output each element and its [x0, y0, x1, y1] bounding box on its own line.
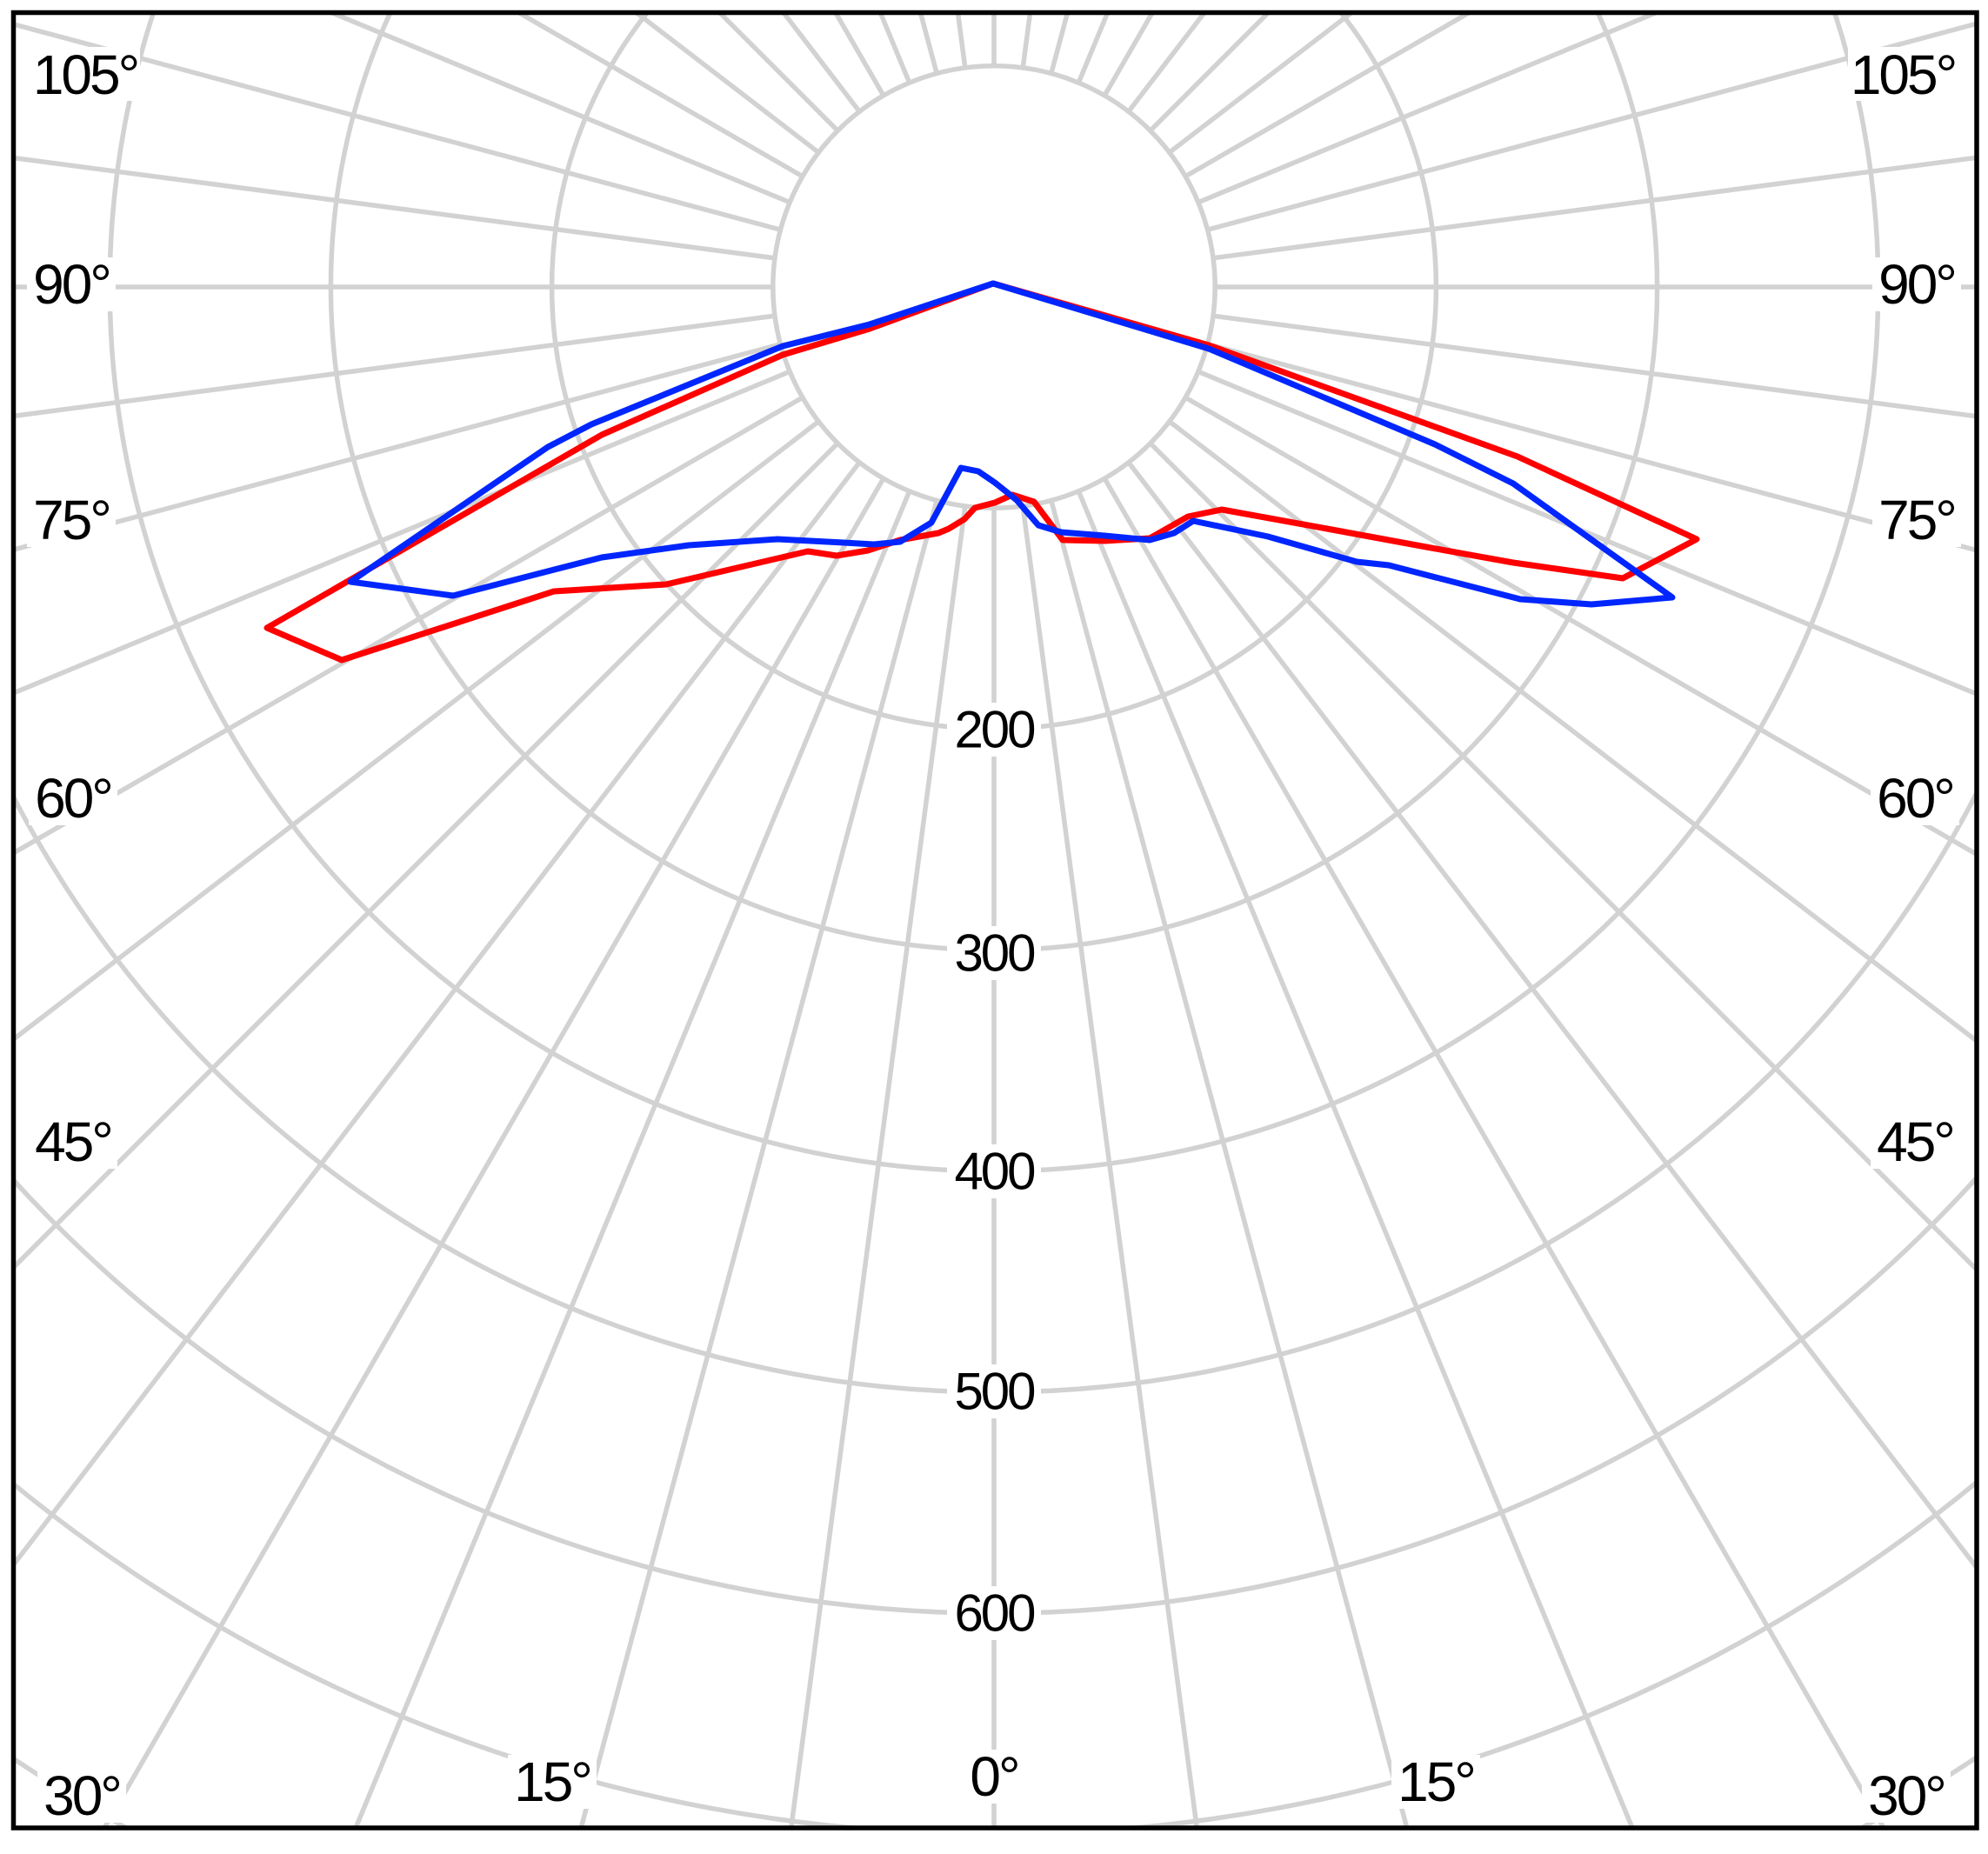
svg-text:600: 600: [954, 1584, 1035, 1643]
svg-text:60°: 60°: [1877, 767, 1953, 830]
svg-text:30°: 30°: [43, 1764, 120, 1827]
svg-text:200: 200: [954, 701, 1035, 759]
svg-text:15°: 15°: [1398, 1751, 1474, 1813]
svg-text:45°: 45°: [35, 1110, 111, 1173]
svg-text:300: 300: [954, 924, 1035, 983]
svg-text:45°: 45°: [1877, 1110, 1953, 1173]
svg-text:75°: 75°: [1878, 489, 1955, 551]
svg-text:0°: 0°: [970, 1745, 1017, 1808]
svg-text:500: 500: [954, 1363, 1035, 1421]
svg-text:90°: 90°: [1878, 253, 1955, 316]
svg-text:60°: 60°: [35, 767, 111, 830]
svg-text:30°: 30°: [1868, 1764, 1945, 1827]
svg-text:400: 400: [954, 1143, 1035, 1201]
svg-text:75°: 75°: [33, 489, 110, 551]
svg-text:15°: 15°: [514, 1751, 590, 1813]
svg-text:105°: 105°: [33, 43, 137, 106]
svg-text:105°: 105°: [1851, 43, 1955, 106]
svg-text:90°: 90°: [33, 253, 110, 316]
